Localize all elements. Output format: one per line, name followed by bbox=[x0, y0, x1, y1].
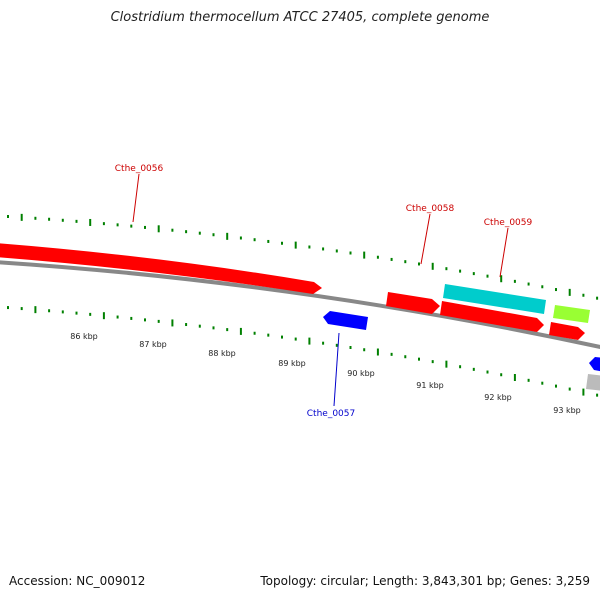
label-leader-line bbox=[499, 227, 509, 278]
scale-label: 89 kbp bbox=[278, 359, 306, 368]
gene-label[interactable]: Cthe_0059 bbox=[484, 218, 533, 228]
gene-label[interactable]: Cthe_0057 bbox=[307, 409, 355, 419]
feature-green[interactable] bbox=[553, 305, 590, 323]
gene-right-edge-reverse[interactable] bbox=[589, 357, 600, 372]
gene-cthe-0058[interactable] bbox=[386, 292, 440, 314]
gene-cthe-0059[interactable] bbox=[440, 301, 544, 332]
map-title: Clostridium thermocellum ATCC 27405, com… bbox=[110, 10, 490, 25]
lower-tick-ruler bbox=[7, 306, 599, 397]
scale-label: 93 kbp bbox=[553, 406, 581, 415]
scale-label: 90 kbp bbox=[347, 369, 375, 378]
gene-cthe-0056[interactable] bbox=[0, 243, 322, 294]
accession-text: Accession: NC_009012 bbox=[9, 574, 146, 588]
scale-label: 88 kbp bbox=[208, 349, 236, 358]
scale-label: 92 kbp bbox=[484, 393, 512, 402]
feature-cyan[interactable] bbox=[443, 284, 546, 314]
label-leader-line bbox=[132, 173, 140, 223]
gene-label[interactable]: Cthe_0058 bbox=[406, 204, 455, 214]
genome-backbone bbox=[0, 260, 600, 349]
topology-summary: Topology: circular; Length: 3,843,301 bp… bbox=[260, 574, 590, 588]
upper-tick-ruler bbox=[7, 213, 599, 300]
label-leader-line bbox=[420, 213, 431, 265]
feature-gray[interactable] bbox=[586, 374, 600, 391]
gene-cthe-0057[interactable] bbox=[323, 311, 368, 330]
scale-label: 91 kbp bbox=[416, 381, 444, 390]
scale-label: 87 kbp bbox=[139, 340, 167, 349]
scale-label: 86 kbp bbox=[70, 332, 98, 341]
label-leader-line bbox=[333, 332, 340, 407]
gene-right-edge-forward[interactable] bbox=[549, 322, 585, 340]
gene-label[interactable]: Cthe_0056 bbox=[115, 164, 164, 174]
